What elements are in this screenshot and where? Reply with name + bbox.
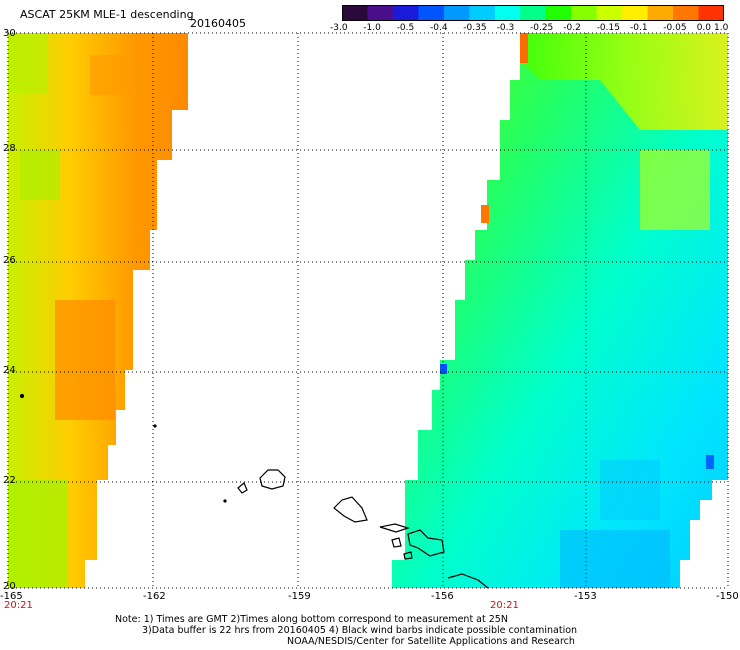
note-line-3: NOAA/NESDIS/Center for Satellite Applica…: [287, 636, 575, 647]
colorbar-swatch: [520, 5, 547, 21]
colorbar-label: -1.0: [363, 23, 381, 33]
lon-label: -156: [431, 591, 454, 602]
colorbar-label: -0.35: [463, 23, 487, 33]
colorbar-label: -0.1: [630, 23, 648, 33]
colorbar-label: 0.0: [696, 23, 712, 33]
lanai-island: [391, 537, 402, 548]
map-date: 20160405: [190, 17, 246, 30]
colorbar: [342, 5, 724, 21]
lon-label: -159: [288, 591, 311, 602]
maui-island: [407, 529, 445, 557]
lon-label: -150: [716, 591, 739, 602]
colorbar-swatch: [647, 5, 674, 21]
map-title: ASCAT 25KM MLE-1 descending: [20, 8, 194, 21]
colorbar-swatch: [596, 5, 623, 21]
graticule: [7, 32, 729, 589]
colorbar-label: -0.5: [396, 23, 415, 33]
land-outlines: [19, 393, 489, 589]
lat-label: 30: [3, 28, 16, 39]
lat-label: 22: [3, 475, 16, 486]
colorbar-label: -0.15: [596, 23, 620, 33]
lon-label: -162: [143, 591, 166, 602]
colorbar-label: -3.0: [330, 23, 348, 33]
colorbar-swatch: [622, 5, 649, 21]
niihau-island: [237, 482, 248, 494]
colorbar-swatch: [392, 5, 419, 21]
hawaii-island: [447, 573, 489, 589]
colorbar-swatch: [469, 5, 496, 21]
colorbar-label: -0.25: [530, 23, 554, 33]
colorbar-swatch: [571, 5, 598, 21]
note-line-2: 3)Data buffer is 22 hrs from 20160405 4)…: [142, 625, 578, 636]
colorbar-swatch: [443, 5, 470, 21]
time-label: 20:21: [4, 600, 33, 611]
lat-label: 26: [3, 255, 16, 266]
colorbar-swatch: [418, 5, 445, 21]
colorbar-border: [342, 5, 724, 21]
colorbar-label: 1.0: [714, 23, 729, 33]
west-swath: [8, 33, 188, 588]
colorbar-label: -0.05: [663, 23, 687, 33]
lon-label: -153: [574, 591, 597, 602]
molokai-island: [379, 523, 410, 533]
time-label: 20:21: [490, 600, 519, 611]
note-line-1: Note: 1) Times are GMT 2)Times along bot…: [115, 614, 508, 625]
colorbar-swatch: [367, 5, 394, 21]
colorbar-swatch: [545, 5, 572, 21]
lat-label: 28: [3, 143, 16, 154]
oahu-island: [333, 496, 368, 523]
colorbar-swatch: [342, 5, 368, 21]
colorbar-label: -0.4: [430, 23, 448, 33]
kahoolawe-island: [403, 551, 413, 560]
lat-label: 24: [3, 365, 16, 376]
colorbar-swatch: [673, 5, 700, 21]
lat-label: 20: [3, 581, 16, 592]
colorbar-swatch: [698, 5, 724, 21]
kauai-island: [259, 469, 286, 490]
lon-label: -165: [0, 591, 23, 602]
footnotes: Note: 1) Times are GMT 2)Times along bot…: [115, 614, 577, 647]
colorbar-label: -0.2: [563, 23, 581, 33]
colorbar-label: -0.3: [496, 23, 515, 33]
east-swath: [392, 33, 728, 588]
colorbar-swatch: [494, 5, 521, 21]
colorbar-labels: -3.0 -1.0 -0.5 -0.4 -0.35 -0.3 -0.25 -0.2 -0.15-…: [330, 23, 730, 35]
